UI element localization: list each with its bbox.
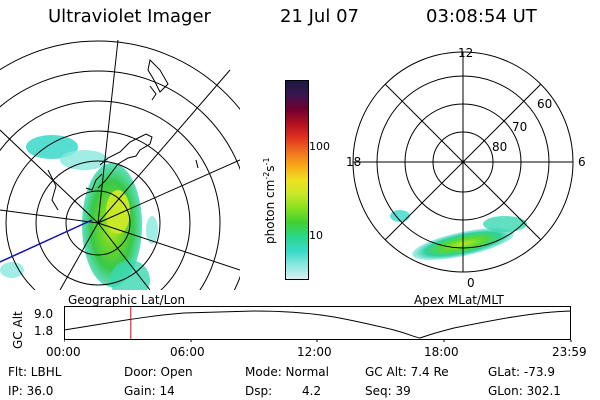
altitude-curve — [64, 310, 572, 339]
colorbar-unit-exp1: -2 — [262, 171, 271, 180]
aurora-emission — [110, 260, 150, 290]
aurora-oval — [390, 210, 410, 222]
magnetic-polar-plot — [352, 51, 574, 273]
glat-status: GLat: -73.9 — [488, 365, 555, 379]
observation-date: 21 Jul 07 — [280, 6, 359, 27]
altitude-tick-high: 9.0 — [34, 307, 54, 321]
mlt-label-6: 6 — [578, 155, 586, 169]
dsp-value: 4.2 — [302, 384, 322, 398]
satellite-track — [0, 219, 93, 263]
mlt-label-0: 0 — [467, 276, 475, 290]
left-panel-caption: Geographic Lat/Lon — [68, 293, 186, 307]
seq-status: Seq: 39 — [365, 384, 411, 398]
colorbar — [285, 80, 309, 280]
altitude-tick-low: 1.8 — [34, 324, 54, 338]
filter-status: Flt: LBHL — [8, 365, 62, 379]
mlt-label-18: 18 — [346, 155, 362, 169]
time-tick-0600: 06:00 — [170, 345, 205, 359]
aurora-emission — [60, 150, 108, 170]
colorbar-tick-100: 100 — [309, 140, 330, 153]
ip-status: IP: 36.0 — [8, 384, 54, 398]
app-title: Ultraviolet Imager — [48, 6, 211, 27]
aurora-emission — [146, 216, 158, 244]
colorbar-unit-text: photon cm — [263, 179, 277, 244]
observation-time: 03:08:54 UT — [426, 6, 537, 27]
right-panel-caption: Apex MLat/MLT — [414, 293, 504, 307]
aurora-oval — [483, 216, 527, 232]
aurora-emission — [0, 262, 24, 278]
door-status: Door: Open — [124, 365, 193, 379]
time-tick-1200: 12:00 — [297, 345, 332, 359]
colorbar-unit-s: s — [263, 165, 277, 172]
colorbar-unit-exp2: -1 — [262, 157, 271, 166]
time-tick-1800: 18:00 — [424, 345, 459, 359]
mlat-label-80: 80 — [492, 140, 508, 154]
altitude-axis-label: GC Alt — [11, 311, 25, 349]
glon-status: GLon: 302.1 — [488, 384, 561, 398]
mlat-label-60: 60 — [537, 97, 553, 111]
altitude-plot — [64, 306, 572, 342]
mlat-label-70: 70 — [512, 120, 528, 134]
gain-status: Gain: 14 — [124, 384, 175, 398]
time-tick-0000: 00:00 — [46, 345, 81, 359]
dsp-label: Dsp: — [245, 384, 273, 398]
colorbar-unit-label: photon cm-2s-1 — [262, 157, 277, 244]
aurora-emission — [106, 190, 130, 234]
time-tick-2359: 23:59 — [552, 345, 587, 359]
mlt-label-12: 12 — [458, 46, 474, 60]
mode-status: Mode: Normal — [245, 365, 329, 379]
colorbar-tick-10: 10 — [309, 229, 323, 242]
geographic-map — [0, 40, 240, 290]
gc-alt-status: GC Alt: 7.4 Re — [365, 365, 449, 379]
